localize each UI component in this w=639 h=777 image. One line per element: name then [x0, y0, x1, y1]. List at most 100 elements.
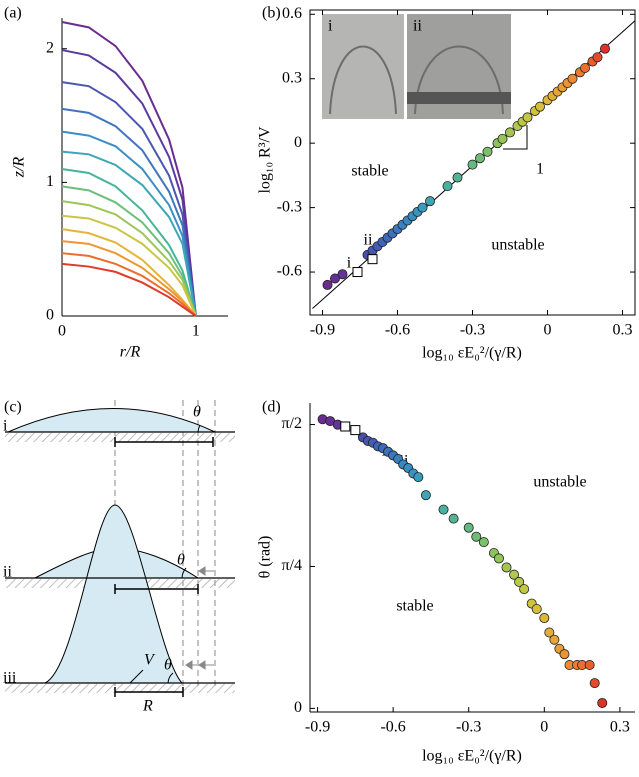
row-label: ii — [3, 564, 12, 581]
point — [531, 604, 542, 615]
y-tick-label: 0 — [294, 699, 302, 716]
profile-line — [61, 252, 197, 317]
y-tick-label: 0 — [294, 134, 302, 151]
y-tick-label: 0 — [46, 307, 54, 324]
ground — [5, 433, 235, 442]
point — [448, 513, 459, 524]
point — [584, 660, 595, 671]
point — [478, 537, 489, 548]
panel-label: (c) — [4, 399, 22, 416]
x-tick-label: -0.6 — [380, 719, 405, 736]
slope-triangle — [503, 125, 528, 150]
panel-label: (a) — [4, 5, 22, 22]
row-label: i — [3, 418, 8, 435]
point — [482, 146, 493, 157]
point — [580, 62, 591, 73]
profile-line — [61, 168, 197, 317]
substrate — [5, 431, 235, 684]
square-marker — [367, 254, 378, 265]
point — [322, 279, 333, 290]
diagram: (c) — [3, 399, 235, 715]
point — [549, 634, 560, 645]
x-tick-label: -0.3 — [456, 719, 481, 736]
profile-line — [61, 21, 197, 317]
row-label: iii — [3, 670, 17, 687]
y-axis-label: log₁₀ R³/V — [257, 126, 274, 194]
x-tick-label: 0.3 — [613, 322, 633, 339]
point — [471, 531, 482, 542]
arrows — [185, 566, 214, 670]
profile-line — [61, 262, 197, 317]
point — [597, 697, 608, 708]
x-tick-label: 1 — [192, 323, 200, 340]
profile-line — [61, 214, 197, 317]
panel-label: (b) — [262, 5, 281, 22]
point — [589, 678, 600, 689]
x-tick-label: 0 — [540, 719, 548, 736]
volume-label: V — [144, 652, 156, 669]
inset-band — [407, 92, 511, 104]
inset-drop — [329, 45, 397, 115]
y-tick-label: -0.3 — [277, 198, 302, 215]
square-marker — [350, 425, 361, 436]
point — [544, 627, 555, 638]
annotation: stable — [396, 598, 433, 615]
drop — [44, 504, 184, 684]
inset-photo — [322, 14, 404, 119]
x-tick-label: -0.6 — [385, 322, 410, 339]
annotation: ii — [364, 232, 373, 249]
point — [420, 490, 431, 501]
x-axis-label: r/R — [120, 344, 141, 361]
x-tick-label: 0.3 — [610, 719, 630, 736]
x-tick-label: -0.9 — [310, 322, 335, 339]
x-tick-label: -0.3 — [460, 322, 485, 339]
x-axis-label: log₁₀ εE₀²/(γ/R) — [422, 345, 522, 362]
y-tick-label: -0.6 — [277, 263, 302, 280]
point — [337, 269, 348, 280]
point — [567, 73, 578, 84]
y-tick-label: 0.6 — [282, 5, 302, 22]
annotation: unstable — [533, 474, 586, 491]
y-tick-label: 1 — [46, 173, 54, 190]
theta-label: θ — [177, 552, 185, 569]
x-tick-label: -0.9 — [305, 719, 330, 736]
point — [514, 576, 525, 587]
annotation: stable — [351, 163, 388, 180]
profile-line — [61, 240, 197, 317]
theta-label: θ — [193, 404, 201, 421]
point — [417, 202, 428, 213]
scale-bars — [114, 437, 214, 697]
profile-line — [61, 130, 197, 317]
drop — [7, 408, 216, 433]
point — [592, 52, 603, 63]
point — [535, 101, 546, 112]
annotation: unstable — [491, 237, 544, 254]
annotation: 1 — [536, 161, 544, 178]
profile-line — [61, 150, 197, 317]
angle-arcs — [167, 424, 201, 684]
annotation: i — [347, 255, 352, 272]
point — [497, 133, 508, 144]
point — [504, 127, 515, 138]
point — [509, 569, 520, 580]
point — [463, 522, 474, 533]
x-axis-label: log₁₀ εE₀²/(γ/R) — [422, 748, 522, 765]
point — [600, 43, 611, 54]
x-tick-label: 0 — [58, 323, 66, 340]
y-tick-label: 0.3 — [282, 69, 302, 86]
inset-label: ii — [413, 18, 422, 35]
inset-label: i — [328, 18, 333, 35]
ground — [5, 684, 235, 693]
point — [424, 196, 435, 207]
point — [329, 273, 340, 284]
point — [519, 584, 530, 595]
inset-drop — [414, 45, 504, 115]
point — [413, 472, 424, 483]
profile-line — [61, 185, 197, 317]
theta-label: θ — [164, 657, 172, 674]
panel-label: (d) — [262, 399, 281, 416]
point — [501, 562, 512, 573]
y-tick-label: 2 — [46, 39, 54, 56]
